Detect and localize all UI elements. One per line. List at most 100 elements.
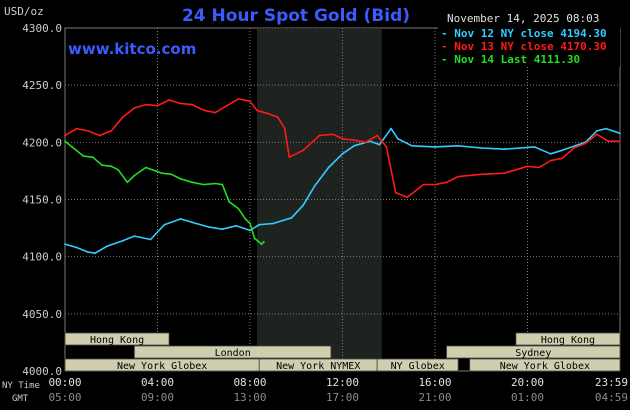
- data-point: [376, 134, 379, 137]
- data-point: [207, 226, 210, 228]
- session-box-bg: [446, 345, 621, 359]
- data-point: [313, 184, 316, 187]
- data-point: [71, 146, 73, 148]
- data-point: [549, 159, 552, 162]
- data-point: [406, 196, 409, 199]
- x-tick-label-gmt: 04:59: [595, 391, 628, 404]
- data-point: [179, 102, 182, 105]
- data-point: [237, 98, 240, 100]
- y-tick-label: 4200.0: [22, 136, 62, 149]
- data-point: [341, 138, 344, 140]
- data-point: [133, 107, 136, 109]
- data-point: [110, 130, 113, 132]
- session-box: Sydney: [446, 345, 621, 359]
- data-point: [156, 104, 159, 107]
- data-point: [411, 144, 413, 147]
- x-tick-label-ny: 00:00: [48, 376, 81, 389]
- data-point: [572, 147, 575, 149]
- data-point: [538, 166, 540, 169]
- data-point: [121, 116, 124, 119]
- data-point: [191, 103, 194, 106]
- data-point: [133, 235, 136, 238]
- data-point: [191, 221, 194, 224]
- data-point: [214, 182, 217, 185]
- data-point: [87, 130, 89, 132]
- data-point: [249, 229, 251, 232]
- legend: - Nov 12 NY close 4194.30- Nov 13 NY clo…: [438, 27, 620, 67]
- data-point: [98, 134, 101, 137]
- data-point: [64, 134, 66, 137]
- data-point: [318, 134, 321, 137]
- data-point: [179, 218, 182, 220]
- data-point: [101, 164, 103, 167]
- data-point: [105, 245, 108, 248]
- session-box: New York Globex: [64, 358, 260, 372]
- x-tick-label-gmt: 13:00: [233, 391, 266, 404]
- data-point: [457, 144, 459, 147]
- x-tick-label-ny: 12:00: [326, 376, 359, 389]
- session-label: New York Globex: [500, 361, 590, 372]
- legend-bg: [438, 27, 620, 67]
- y-tick-label: 4300.0: [22, 22, 62, 35]
- brand-label: www.kitco.com: [68, 40, 196, 58]
- legend-entry: - Nov 12 NY close 4194.30: [441, 27, 607, 40]
- data-point: [168, 99, 171, 101]
- series-line: [64, 98, 620, 198]
- x-tick-label-gmt: 01:00: [511, 391, 544, 404]
- data-point: [394, 191, 397, 194]
- session-box: New York NYMEX: [258, 358, 378, 372]
- y-tick-label: 4050.0: [22, 308, 62, 321]
- y-tick-label: 4150.0: [22, 194, 62, 207]
- data-point: [202, 183, 205, 186]
- session-label: NY Globex: [391, 361, 445, 372]
- data-point: [526, 165, 529, 168]
- data-point: [263, 240, 265, 243]
- data-point: [214, 111, 217, 114]
- session-box: Hong Kong: [64, 332, 170, 346]
- data-point: [445, 181, 448, 184]
- data-point: [179, 178, 182, 180]
- data-point: [170, 173, 173, 176]
- x-tick-label-ny: 20:00: [511, 376, 544, 389]
- data-point: [378, 143, 381, 146]
- session-label: Hong Kong: [90, 335, 144, 346]
- session-label: Sydney: [515, 348, 551, 359]
- data-point: [480, 173, 483, 176]
- x-tick-label-gmt: 21:00: [418, 391, 451, 404]
- data-point: [235, 224, 238, 227]
- x-tick-label-ny: 23:59: [595, 376, 628, 389]
- data-point: [596, 130, 598, 132]
- data-point: [221, 183, 224, 186]
- data-point: [117, 168, 120, 171]
- data-point: [480, 147, 483, 149]
- data-point: [283, 127, 286, 130]
- data-point: [253, 237, 256, 240]
- data-point: [290, 216, 293, 219]
- data-point: [332, 133, 335, 136]
- data-point: [145, 103, 147, 106]
- session-box-bg: [64, 332, 170, 346]
- data-point: [434, 146, 436, 148]
- data-point: [256, 109, 258, 112]
- data-point: [515, 168, 517, 171]
- data-point: [267, 112, 270, 115]
- y-tick-label: 4000.0: [22, 365, 62, 378]
- legend-entry: - Nov 14 Last 4111.30: [441, 53, 580, 66]
- data-point: [258, 223, 261, 226]
- data-point: [64, 243, 66, 246]
- x-tick-label-ny: 08:00: [233, 376, 266, 389]
- data-point: [618, 140, 621, 143]
- data-point: [161, 172, 164, 175]
- session-box: New York Globex: [469, 358, 621, 372]
- data-point: [145, 166, 147, 169]
- data-point: [397, 138, 399, 140]
- data-point: [191, 181, 194, 184]
- data-point: [202, 109, 205, 112]
- data-point: [226, 104, 228, 107]
- data-point: [353, 139, 355, 141]
- data-point: [244, 218, 247, 220]
- session-label: Hong Kong: [541, 335, 595, 346]
- chart-date: November 14, 2025 08:03: [447, 12, 599, 25]
- data-point: [249, 100, 251, 103]
